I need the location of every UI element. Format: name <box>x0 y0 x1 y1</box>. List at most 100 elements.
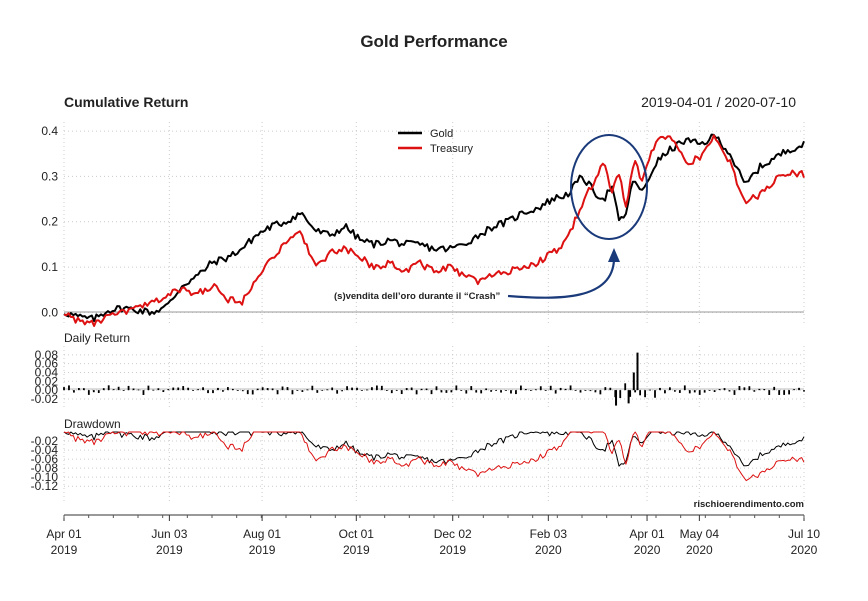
x-axis-ticks: Apr 01 2019 Jun 03 2019 Aug 01 2019 Oct 01 2019… <box>46 515 820 557</box>
daily-return-spike <box>636 352 639 391</box>
daily-return-bar <box>276 390 279 395</box>
daily-return-bar <box>316 390 319 393</box>
daily-return-bar <box>589 390 592 392</box>
daily-return-bar <box>266 388 269 391</box>
daily-return-bar <box>326 389 329 391</box>
daily-return-bar <box>73 390 75 393</box>
daily-return-bar <box>450 390 453 393</box>
daily-return-bar <box>415 390 418 395</box>
daily-return-bar <box>157 388 160 391</box>
x-tick-label-month: Oct 01 <box>339 527 375 541</box>
daily-return-bar <box>371 387 373 391</box>
daily-return-bar <box>97 390 100 393</box>
daily-return-bar <box>753 390 756 392</box>
daily-tick-label: -0.02 <box>31 392 59 406</box>
legend: Gold Treasury <box>398 128 473 155</box>
daily-return-bar <box>187 387 190 391</box>
daily-return-bar <box>693 390 696 393</box>
daily-return-bar <box>524 389 527 391</box>
daily-return-bar <box>63 387 65 391</box>
daily-return-bar <box>142 390 145 395</box>
gold-cumulative-line <box>63 133 805 323</box>
daily-return-bar <box>624 383 627 391</box>
daily-return-bar <box>405 388 408 391</box>
daily-return-bar <box>222 390 224 392</box>
daily-return-spike <box>627 390 630 404</box>
daily-return-bar <box>331 387 334 391</box>
daily-return-bar <box>599 390 602 395</box>
daily-return-bar <box>251 390 254 395</box>
daily-return-bar <box>400 390 403 395</box>
daily-return-bar <box>683 385 686 391</box>
daily-return-bar <box>410 387 413 391</box>
daily-return-bar <box>132 388 135 391</box>
daily-return-bar <box>306 389 309 391</box>
daily-return-bar <box>470 386 473 391</box>
daily-tick-label: 0.04 <box>35 365 59 379</box>
daily-y-ticks: 0.080.060.040.020.00-0.02 <box>31 348 59 406</box>
daily-return-bar <box>460 390 463 391</box>
x-tick-label-year: 2019 <box>439 543 466 557</box>
daily-return-bar <box>708 389 711 391</box>
daily-return-bar <box>793 389 795 391</box>
daily-return-bar <box>226 387 229 391</box>
x-tick-label-month: May 04 <box>680 527 720 541</box>
gold-drawdown-line <box>63 431 805 467</box>
daily-return-bar <box>743 387 746 391</box>
daily-return-bar <box>788 390 791 395</box>
daily-return-bar <box>768 390 771 395</box>
daily-return-bar <box>207 390 209 394</box>
daily-return-bar <box>480 390 483 394</box>
daily-return-spike <box>632 372 635 391</box>
daily-return-bar <box>162 390 165 393</box>
daily-return-bar <box>281 386 284 391</box>
drawdown-series <box>63 431 805 482</box>
daily-return-bar <box>435 386 438 391</box>
credit-text: rischioerendimento.com <box>694 499 804 510</box>
daily-return-bar <box>500 390 502 393</box>
daily-return-bar <box>445 390 448 393</box>
daily-return-bar <box>728 390 731 392</box>
daily-return-bar <box>291 390 294 395</box>
x-tick-label-month: Apr 01 <box>46 527 82 541</box>
daily-return-bar <box>698 390 701 395</box>
daily-return-bar <box>520 385 522 391</box>
daily-return-bar <box>485 388 488 391</box>
daily-return-bar <box>261 387 264 391</box>
daily-return-bar <box>112 389 115 391</box>
daily-return-bar <box>664 390 666 394</box>
x-tick-label-year: 2020 <box>791 543 818 557</box>
daily-return-bar <box>713 390 716 393</box>
daily-return-bar <box>639 390 642 396</box>
x-tick-label-year: 2019 <box>249 543 276 557</box>
drawdown-tick-label: -0.04 <box>31 443 59 457</box>
daily-return-bar <box>559 387 562 391</box>
cumulative-tick-label: 0.4 <box>41 124 58 138</box>
daily-return-bar <box>351 387 353 391</box>
daily-return-bar <box>579 390 582 393</box>
daily-return-bar <box>192 390 195 391</box>
treasury-cumulative-line <box>63 134 805 327</box>
x-tick-label-year: 2020 <box>535 543 562 557</box>
x-tick-label-month: Jun 03 <box>151 527 187 541</box>
daily-return-bar <box>217 387 219 391</box>
drawdown-label: Drawdown <box>64 417 121 431</box>
daily-return-bar <box>654 390 656 398</box>
cumulative-return-label: Cumulative Return <box>64 94 188 110</box>
daily-tick-label: 0.08 <box>35 348 59 362</box>
cumulative-y-ticks: 0.0 0.1 0.2 0.3 0.4 <box>41 124 58 319</box>
daily-return-bar <box>336 390 339 394</box>
daily-return-bar <box>68 385 70 391</box>
daily-return-bar <box>738 386 741 391</box>
daily-return-bar <box>803 390 805 392</box>
daily-return-bar <box>783 390 786 395</box>
daily-return-bar <box>430 390 433 395</box>
drawdown-y-ticks: -0.02-0.04-0.06-0.08-0.10-0.12 <box>31 434 59 493</box>
daily-return-bar <box>629 390 632 397</box>
daily-return-bar <box>440 390 443 393</box>
daily-return-bar <box>465 390 468 394</box>
daily-return-bar <box>778 390 781 395</box>
daily-return-bar <box>673 390 676 392</box>
daily-return-bar <box>236 390 239 391</box>
daily-return-bar <box>271 388 274 391</box>
